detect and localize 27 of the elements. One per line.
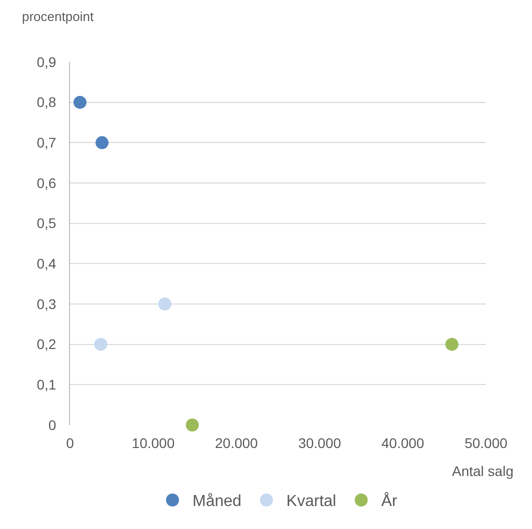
point bbox=[94, 338, 108, 351]
point bbox=[445, 338, 458, 351]
x-tick-label: 50.000 bbox=[464, 435, 508, 451]
x-tick-label: 40.000 bbox=[381, 435, 424, 451]
x-tick-label: 10.000 bbox=[132, 435, 175, 451]
y-tick-label: 0,9 bbox=[36, 54, 56, 70]
point bbox=[158, 298, 172, 310]
y-tick-label: 0,7 bbox=[36, 134, 56, 151]
y-tick-label: 0 bbox=[48, 416, 56, 433]
point bbox=[186, 418, 199, 432]
y-tick-label: 0,2 bbox=[36, 336, 56, 352]
x-tick-label: 20.000 bbox=[214, 435, 258, 451]
x-tick-label: 0 bbox=[66, 435, 74, 451]
legend-label: Måned bbox=[192, 493, 242, 510]
y-tick-label: 0,6 bbox=[36, 174, 56, 191]
y-tick-label: 0,1 bbox=[36, 376, 56, 393]
x-tick-label: 30.000 bbox=[298, 435, 342, 451]
legend-label: Kvartal bbox=[286, 493, 336, 510]
x-axis-title: Antal salg bbox=[452, 463, 514, 479]
point bbox=[73, 96, 86, 109]
y-tick-label: 0,4 bbox=[36, 256, 56, 272]
y-axis-title: procentpoint bbox=[22, 9, 94, 24]
y-tick-label: 0,8 bbox=[36, 94, 56, 110]
point bbox=[96, 136, 109, 150]
legend-label: År bbox=[381, 492, 398, 510]
y-tick-label: 0,5 bbox=[36, 215, 56, 232]
y-tick-label: 0,3 bbox=[36, 296, 56, 312]
